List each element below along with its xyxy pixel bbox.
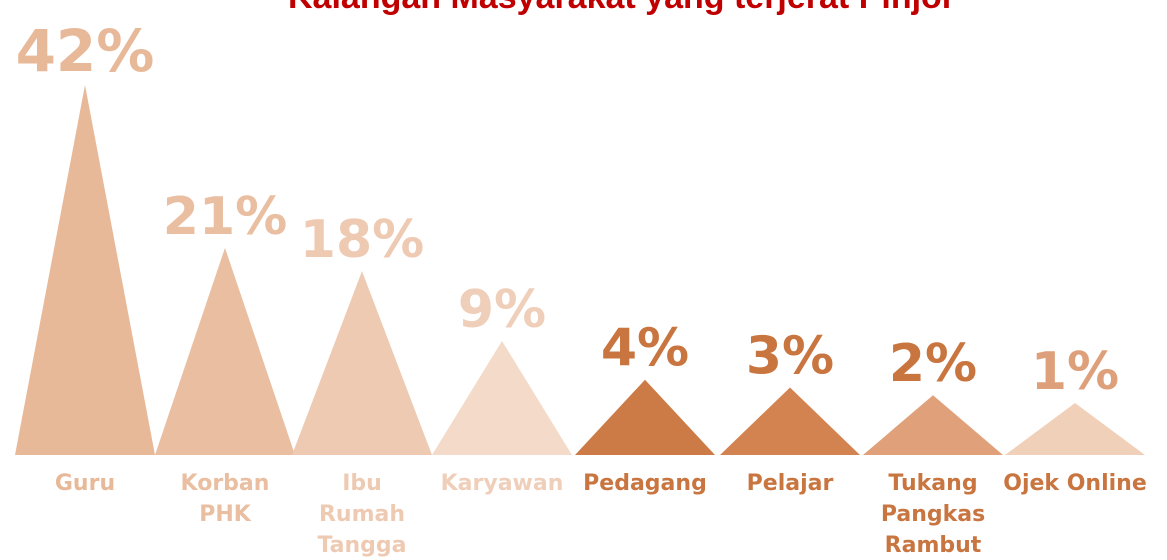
category-label: Pangkas xyxy=(881,502,985,527)
value-label: 4% xyxy=(601,319,689,379)
category-label: Ojek Online xyxy=(1003,471,1146,496)
value-label: 9% xyxy=(458,280,546,340)
category-label: Karyawan xyxy=(441,471,564,496)
triangle-bar xyxy=(155,247,295,455)
triangle-bar xyxy=(15,85,155,455)
value-label: 21% xyxy=(163,187,287,247)
category-label: Rambut xyxy=(885,533,982,558)
triangle-bar xyxy=(432,340,572,455)
category-label: Korban xyxy=(181,471,270,496)
triangle-bar xyxy=(292,271,432,455)
chart-title: Kalangan Masyarakat yang terjerat Pinjol xyxy=(288,0,951,16)
category-label: PHK xyxy=(199,502,252,527)
category-label: Ibu xyxy=(342,471,382,496)
category-label: Tukang xyxy=(888,471,977,496)
value-label: 1% xyxy=(1031,342,1119,402)
value-label: 18% xyxy=(300,210,424,270)
category-label: Tangga xyxy=(317,533,406,558)
category-label: Guru xyxy=(55,471,115,496)
triangle-bar xyxy=(1005,403,1145,455)
value-label: 42% xyxy=(16,17,155,85)
category-label: Pelajar xyxy=(747,471,834,496)
category-label: Pedagang xyxy=(583,471,707,496)
triangle-bar xyxy=(863,395,1003,455)
value-label: 3% xyxy=(746,326,834,386)
value-label: 2% xyxy=(889,334,977,394)
triangle-bar xyxy=(575,379,715,455)
category-label: Rumah xyxy=(319,502,405,527)
triangle-bar xyxy=(720,387,860,455)
